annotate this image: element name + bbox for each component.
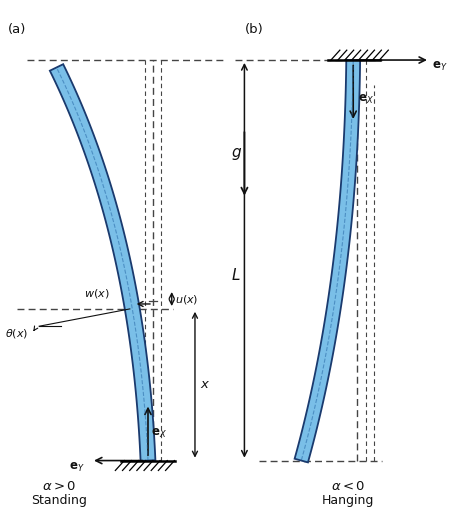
Text: $L$: $L$ — [230, 267, 240, 283]
Polygon shape — [50, 64, 155, 461]
Text: $\mathbf{e}_{Y}$: $\mathbf{e}_{Y}$ — [432, 60, 448, 73]
Polygon shape — [295, 60, 360, 462]
Text: (a): (a) — [8, 23, 27, 36]
Text: Standing: Standing — [31, 494, 87, 507]
Text: $\mathbf{e}_{Y}$: $\mathbf{e}_{Y}$ — [69, 460, 84, 473]
Text: $x$: $x$ — [200, 378, 210, 391]
Text: $\mathbf{e}_{X}$: $\mathbf{e}_{X}$ — [358, 93, 374, 106]
Text: (b): (b) — [245, 23, 263, 36]
Text: Hanging: Hanging — [322, 494, 374, 507]
Text: $g$: $g$ — [230, 146, 242, 162]
Text: $w(x)$: $w(x)$ — [84, 287, 109, 300]
Text: $u(x)$: $u(x)$ — [175, 294, 199, 306]
Text: $\alpha > 0$: $\alpha > 0$ — [42, 480, 76, 493]
Text: $\theta(x)$: $\theta(x)$ — [5, 327, 28, 340]
Text: $\mathbf{e}_{X}$: $\mathbf{e}_{X}$ — [152, 427, 167, 440]
Text: $\alpha < 0$: $\alpha < 0$ — [331, 480, 365, 493]
